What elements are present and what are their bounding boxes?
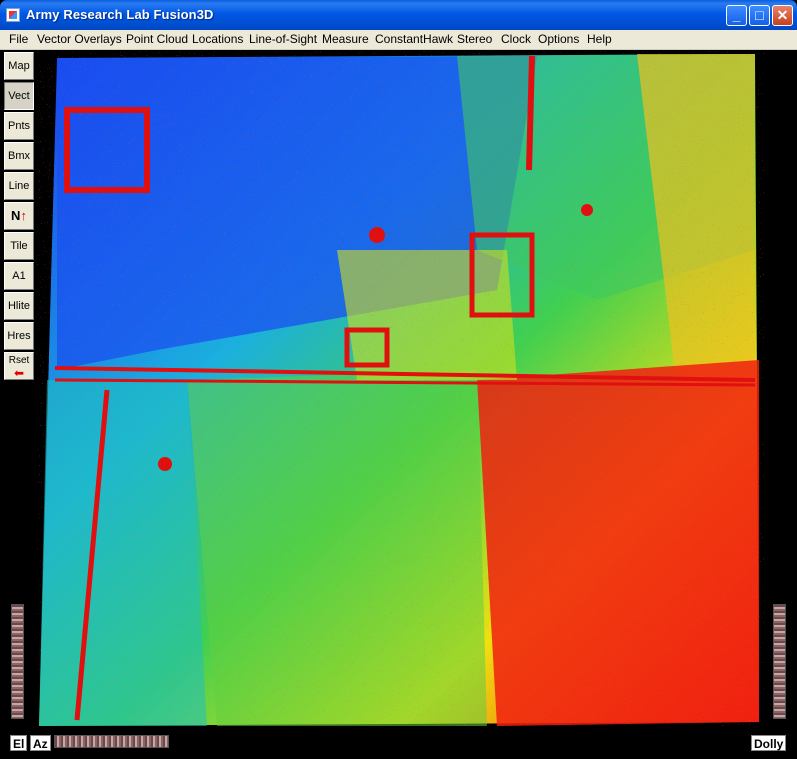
power-line-2 xyxy=(54,378,756,387)
north-button[interactable]: N↑ xyxy=(4,202,34,230)
window-title: Army Research Lab Fusion3D xyxy=(26,7,214,22)
north-label: N xyxy=(11,208,21,223)
tree-marker-3 xyxy=(369,227,385,243)
rset-button[interactable]: Rset ⬅ xyxy=(4,352,34,380)
dolly-slider[interactable] xyxy=(773,604,786,719)
menu-measure[interactable]: Measure xyxy=(322,32,369,46)
menu-bar: File Vector Overlays Point Cloud Locatio… xyxy=(0,30,797,50)
menu-locations[interactable]: Locations xyxy=(192,32,244,46)
red-point-speckle xyxy=(37,50,764,726)
structure-outline-2 xyxy=(469,232,535,318)
az-label[interactable]: Az xyxy=(30,735,51,751)
tree-marker-2 xyxy=(581,204,593,216)
menu-line-of-sight[interactable]: Line-of-Sight xyxy=(249,32,318,46)
reset-arrow-icon: ⬅ xyxy=(13,366,25,380)
tile-button[interactable]: Tile xyxy=(4,232,34,260)
minimize-button[interactable]: _ xyxy=(726,5,747,26)
menu-point-cloud[interactable]: Point Cloud xyxy=(126,32,189,46)
pole-line-top xyxy=(526,55,535,171)
el-label[interactable]: El xyxy=(10,735,28,751)
menu-constanthawk[interactable]: ConstantHawk xyxy=(375,32,454,46)
dolly-label[interactable]: Dolly xyxy=(751,735,787,751)
fence-line-left xyxy=(74,389,110,721)
menu-vector-overlays[interactable]: Vector Overlays xyxy=(37,32,122,46)
azimuth-slider[interactable] xyxy=(54,735,169,748)
hres-button[interactable]: Hres xyxy=(4,322,34,350)
a1-button[interactable]: A1 xyxy=(4,262,34,290)
menu-help[interactable]: Help xyxy=(587,32,612,46)
point-cloud-view[interactable] xyxy=(37,50,764,726)
menu-clock[interactable]: Clock xyxy=(501,32,532,46)
elevation-slider[interactable] xyxy=(11,604,24,719)
map-viewport[interactable] xyxy=(37,50,764,726)
vect-button[interactable]: Vect xyxy=(4,82,34,110)
structure-outline-3 xyxy=(344,327,390,368)
structure-outline-1 xyxy=(64,107,150,193)
map-button[interactable]: Map xyxy=(4,52,34,80)
app-icon[interactable] xyxy=(6,8,20,22)
line-button[interactable]: Line xyxy=(4,172,34,200)
menu-options[interactable]: Options xyxy=(538,32,580,46)
menu-stereo[interactable]: Stereo xyxy=(457,32,493,46)
pnts-button[interactable]: Pnts xyxy=(4,112,34,140)
rset-label: Rset xyxy=(8,355,30,366)
title-bar: Army Research Lab Fusion3D _ □ ✕ xyxy=(0,0,797,30)
power-line-1 xyxy=(54,366,756,382)
bmx-button[interactable]: Bmx xyxy=(4,142,34,170)
tree-marker xyxy=(158,457,172,471)
north-arrow-icon: ↑ xyxy=(20,208,27,223)
close-button[interactable]: ✕ xyxy=(772,5,793,26)
menu-file[interactable]: File xyxy=(9,32,29,46)
hlite-button[interactable]: Hlite xyxy=(4,292,34,320)
maximize-button[interactable]: □ xyxy=(749,5,770,26)
